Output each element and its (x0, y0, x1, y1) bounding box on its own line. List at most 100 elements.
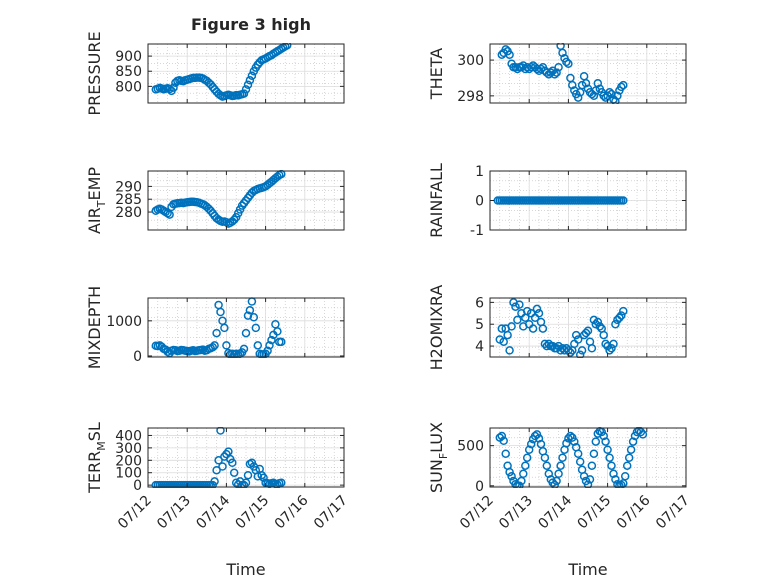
data-point (550, 480, 559, 488)
data-point (243, 80, 253, 90)
data-point (188, 480, 198, 488)
data-point (619, 306, 628, 316)
data-point (532, 304, 542, 314)
data-point (222, 341, 231, 350)
data-point (556, 461, 565, 470)
data-point (624, 453, 634, 462)
data-point (277, 337, 286, 347)
data-point (208, 342, 217, 352)
y-tick-label: 200 (115, 453, 142, 469)
y-tick-label: 290 (115, 179, 142, 195)
y-tick-label: 5 (475, 317, 484, 333)
data-point (589, 449, 599, 458)
data-point (571, 330, 581, 340)
data-point (575, 350, 585, 358)
y-tick-label: 0 (475, 194, 484, 210)
axes-box (147, 297, 345, 358)
y-axis-label: RAINFALL (427, 163, 446, 238)
data-point (165, 210, 174, 219)
data-point (601, 437, 610, 446)
data-point (619, 80, 628, 90)
data-point (548, 478, 557, 487)
data-point (617, 82, 626, 92)
data-point (507, 322, 516, 331)
data-point (216, 427, 225, 435)
data-point (241, 85, 251, 94)
data-point (611, 475, 620, 484)
data-point (534, 309, 544, 318)
data-point (282, 43, 292, 50)
y-tick-label: 298 (457, 89, 484, 105)
figure-title: Figure 3 high (191, 15, 311, 34)
data-point (566, 431, 575, 441)
y-tick-label: 500 (457, 439, 484, 455)
data-markers (495, 298, 628, 358)
subplot-theta: 298 300 THETA (427, 43, 687, 105)
data-point (239, 89, 249, 98)
data-point (505, 467, 514, 477)
data-point (239, 480, 249, 488)
y-axis-label: AIRTEMP (85, 167, 108, 234)
data-point (497, 324, 507, 333)
data-point (210, 477, 219, 486)
data-point (517, 62, 526, 72)
data-point (607, 461, 616, 470)
data-point (532, 430, 542, 439)
data-point (503, 330, 512, 340)
data-point (595, 322, 605, 331)
axes-box (489, 427, 687, 488)
data-point (552, 68, 561, 77)
data-point (542, 461, 552, 470)
data-point (245, 76, 255, 85)
data-point (575, 457, 585, 466)
data-point (505, 346, 514, 355)
y-tick-label: 900 (115, 49, 142, 65)
data-point (617, 480, 626, 488)
y-axis-label: PRESSURE (85, 31, 104, 115)
data-point (550, 70, 559, 79)
data-point (497, 431, 507, 441)
data-markers (493, 196, 628, 205)
data-point (267, 335, 276, 345)
data-point (249, 313, 259, 322)
data-point (280, 43, 290, 51)
data-point (513, 315, 522, 325)
data-point (558, 453, 567, 462)
data-point (613, 91, 622, 101)
data-point (605, 88, 614, 97)
data-point (554, 62, 563, 72)
data-markers (151, 297, 286, 358)
data-point (638, 430, 648, 439)
data-point (620, 471, 630, 481)
data-point (210, 341, 219, 350)
data-point (613, 479, 622, 488)
axes-box (147, 43, 345, 104)
data-point (239, 344, 249, 354)
data-point (214, 456, 223, 465)
data-point (581, 79, 591, 88)
data-point (243, 470, 253, 480)
subplot-rainfall: -1 0 1 RAINFALL (427, 163, 687, 239)
data-point (228, 458, 237, 468)
data-point (607, 344, 616, 353)
data-point (599, 330, 608, 340)
y-tick-label: 0 (133, 349, 142, 365)
data-point (499, 337, 508, 346)
data-point (538, 324, 548, 333)
y-axis-label: H2OMIXRA (427, 285, 446, 371)
data-point (536, 64, 546, 74)
y-tick-label: 0 (475, 479, 484, 495)
y-axis-label: SUNFLUX (427, 422, 450, 493)
data-markers (495, 427, 648, 488)
data-point (605, 453, 614, 462)
data-point (507, 471, 516, 481)
data-point (617, 311, 626, 320)
data-point (522, 453, 532, 462)
data-point (524, 445, 534, 454)
data-point (519, 469, 528, 479)
y-tick-label: 1000 (106, 314, 142, 330)
